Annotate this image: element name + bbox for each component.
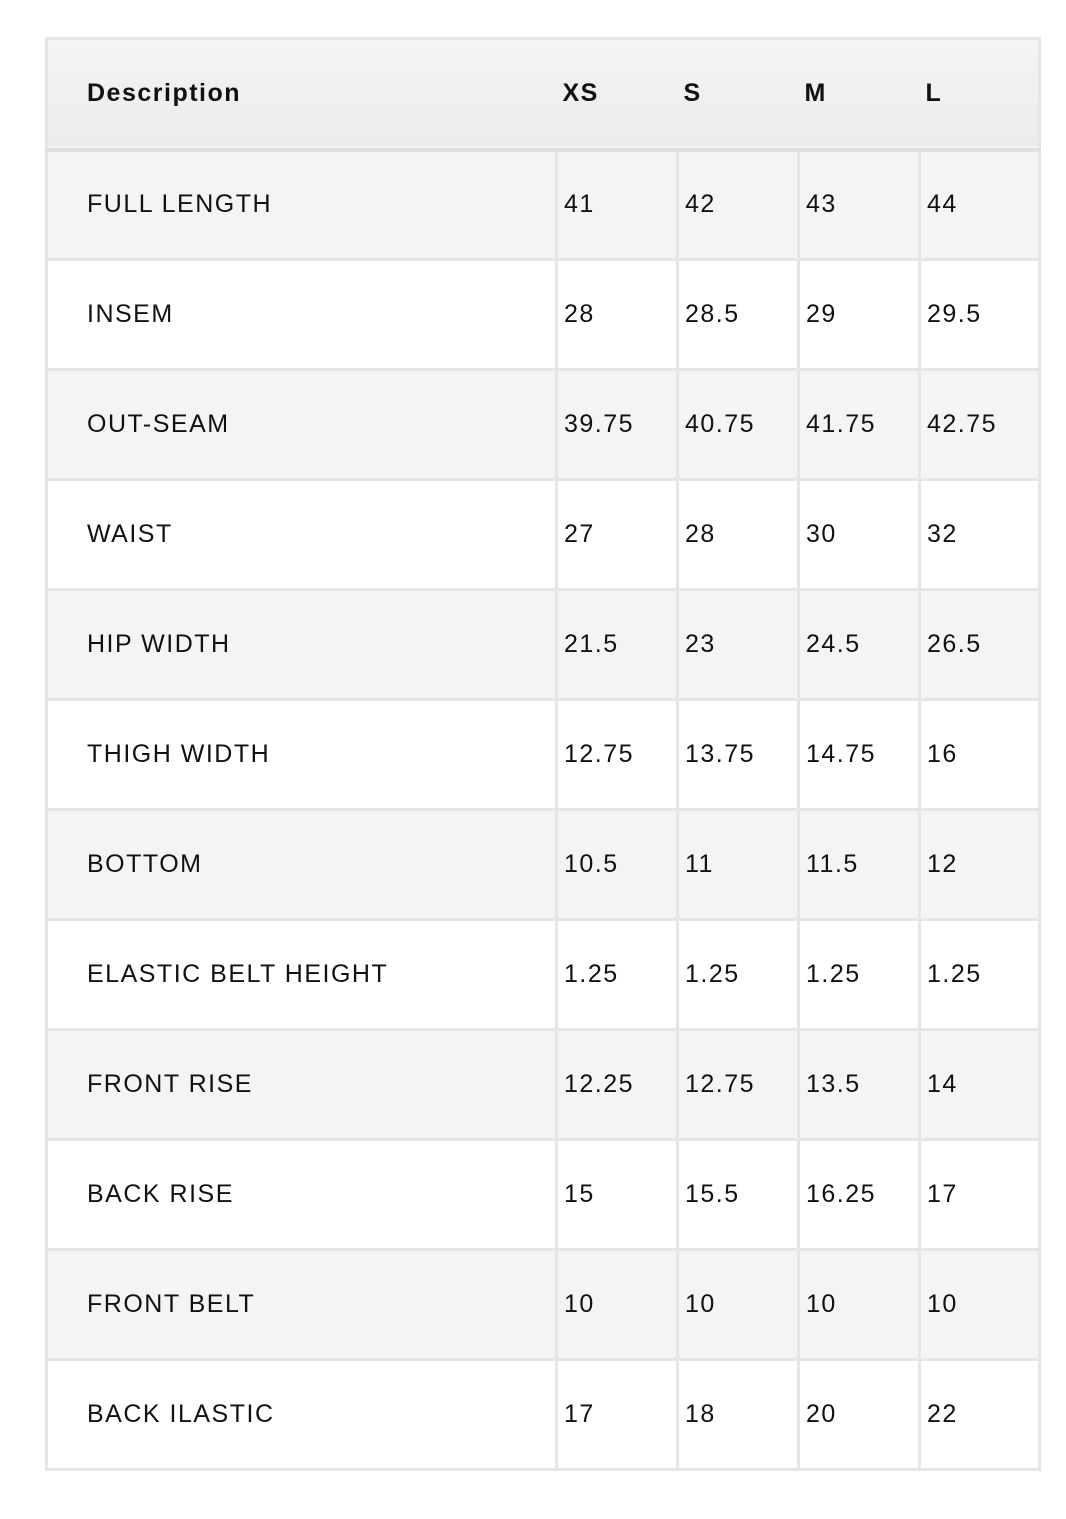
measurement-label: FRONT RISE (87, 1070, 253, 1098)
measurement-value: 11 (676, 809, 799, 920)
measurement-value: 22 (918, 1359, 1040, 1470)
measurement-label: HIP WIDTH (87, 630, 231, 658)
measurement-label: INSEM (87, 300, 174, 328)
measurement-label: THIGH WIDTH (87, 740, 271, 768)
table-row: FRONT BELT 10 10 10 10 (46, 1249, 1040, 1360)
measurement-value: 13.5 (797, 1029, 920, 1140)
measurement-label: OUT-SEAM (87, 410, 230, 438)
measurement-value: 28 (555, 259, 678, 370)
table-row: HIP WIDTH 21.5 23 24.5 26.5 (46, 589, 1040, 700)
measurement-value: 16.25 (797, 1139, 920, 1250)
measurement-value: 10 (676, 1249, 799, 1360)
measurement-value: 21.5 (555, 589, 678, 700)
measurement-value: 14 (918, 1029, 1040, 1140)
measurement-value: 10 (918, 1249, 1040, 1360)
measurement-label: WAIST (87, 520, 173, 548)
measurement-value: 17 (918, 1139, 1040, 1250)
measurement-label: BACK ILASTIC (87, 1400, 275, 1428)
measurement-value: 16 (918, 699, 1040, 810)
measurement-value: 1.25 (555, 919, 678, 1030)
measurement-value: 29.5 (918, 259, 1040, 370)
measurement-label: ELASTIC BELT HEIGHT (87, 960, 389, 988)
table-row: BOTTOM 10.5 11 11.5 12 (46, 809, 1040, 920)
measurement-value: 12 (918, 809, 1040, 920)
measurement-value: 41.75 (797, 369, 920, 480)
measurement-value: 41 (555, 149, 678, 260)
measurement-value: 18 (676, 1359, 799, 1470)
measurement-value: 12.25 (555, 1029, 678, 1140)
measurement-value: 13.75 (676, 699, 799, 810)
header-size-m: M (804, 79, 827, 108)
measurement-value: 11.5 (797, 809, 920, 920)
measurement-label: BACK RISE (87, 1180, 234, 1208)
table-row: FULL LENGTH 41 42 43 44 (46, 149, 1040, 260)
table-row: ELASTIC BELT HEIGHT 1.25 1.25 1.25 1.25 (46, 919, 1040, 1030)
measurement-value: 14.75 (797, 699, 920, 810)
measurement-value: 15.5 (676, 1139, 799, 1250)
header-size-xs: XS (562, 79, 599, 108)
measurement-value: 28 (676, 479, 799, 590)
measurement-value: 44 (918, 149, 1040, 260)
measurement-value: 32 (918, 479, 1040, 590)
table-row: INSEM 28 28.5 29 29.5 (46, 259, 1040, 370)
measurement-value: 24.5 (797, 589, 920, 700)
table-row: WAIST 27 28 30 32 (46, 479, 1040, 590)
measurement-value: 26.5 (918, 589, 1040, 700)
measurement-value: 12.75 (555, 699, 678, 810)
header-description: Description (87, 79, 242, 108)
measurement-value: 42.75 (918, 369, 1040, 480)
measurement-value: 43 (797, 149, 920, 260)
table-row: OUT-SEAM 39.75 40.75 41.75 42.75 (46, 369, 1040, 480)
table-row: THIGH WIDTH 12.75 13.75 14.75 16 (46, 699, 1040, 810)
measurement-value: 12.75 (676, 1029, 799, 1140)
table-row: BACK RISE 15 15.5 16.25 17 (46, 1139, 1040, 1250)
table-row: FRONT RISE 12.25 12.75 13.5 14 (46, 1029, 1040, 1140)
measurement-value: 10 (555, 1249, 678, 1360)
measurement-value: 20 (797, 1359, 920, 1470)
table-header-row: Description XS S M L (46, 38, 1040, 150)
measurement-value: 27 (555, 479, 678, 590)
measurement-value: 10.5 (555, 809, 678, 920)
measurement-value: 17 (555, 1359, 678, 1470)
measurement-value: 40.75 (676, 369, 799, 480)
measurement-label: FULL LENGTH (87, 190, 273, 219)
measurement-value: 10 (797, 1249, 920, 1360)
measurement-value: 30 (797, 479, 920, 590)
measurement-value: 28.5 (676, 259, 799, 370)
measurement-value: 1.25 (676, 919, 799, 1030)
header-size-l: L (925, 79, 943, 108)
measurement-label: BOTTOM (87, 850, 203, 878)
measurement-value: 39.75 (555, 369, 678, 480)
header-size-s: S (683, 79, 702, 108)
table-row: BACK ILASTIC 17 18 20 22 (46, 1359, 1040, 1470)
size-chart-table: Description XS S M L FULL LENGTH 41 42 43 44 INSE… (45, 37, 1041, 1471)
measurement-value: 23 (676, 589, 799, 700)
measurement-value: 1.25 (918, 919, 1040, 1030)
measurement-value: 42 (676, 149, 799, 260)
measurement-value: 1.25 (797, 919, 920, 1030)
measurement-value: 29 (797, 259, 920, 370)
measurement-value: 15 (555, 1139, 678, 1250)
measurement-label: FRONT BELT (87, 1290, 256, 1318)
